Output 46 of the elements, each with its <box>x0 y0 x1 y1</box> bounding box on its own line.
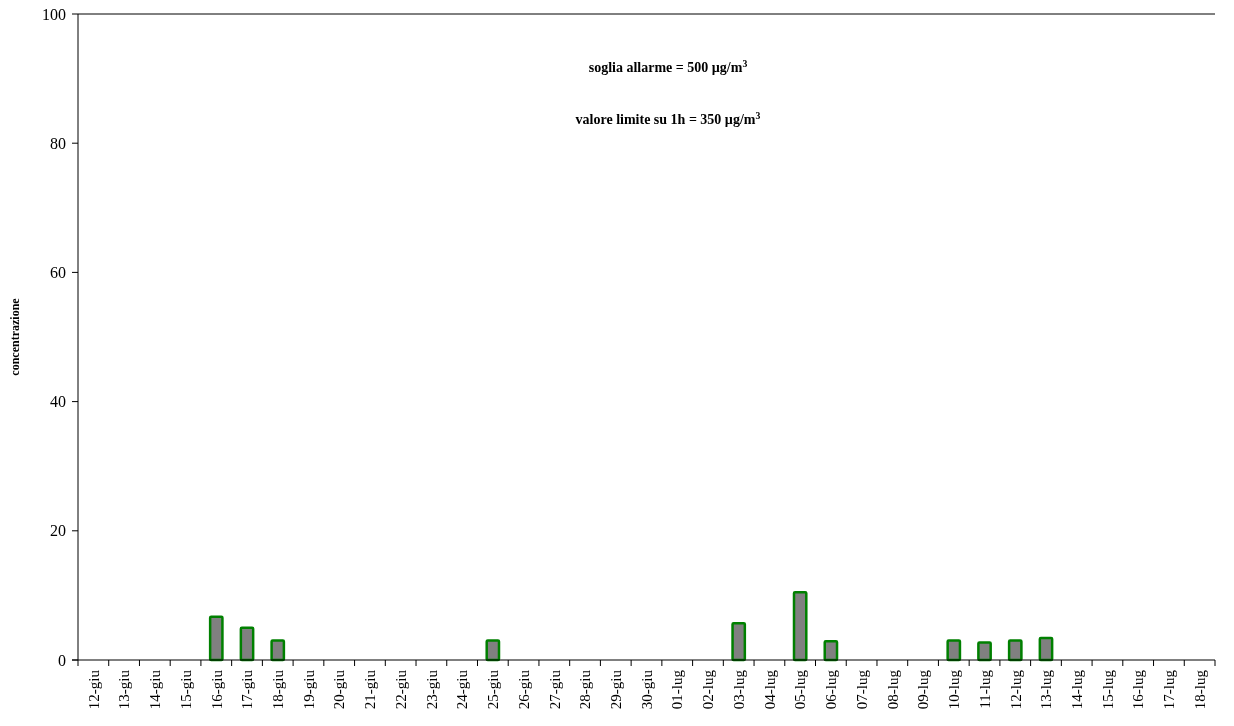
x-tick-label: 06-lug <box>823 669 840 710</box>
x-tick-label: 29-giu <box>608 669 625 710</box>
x-tick-label: 07-lug <box>853 669 870 710</box>
x-tick-label: 24-giu <box>454 669 471 710</box>
x-tick-label: 25-giu <box>485 669 502 710</box>
x-tick-label: 21-giu <box>362 669 379 710</box>
x-tick-label: 15-lug <box>1099 669 1116 710</box>
x-tick-label: 13-giu <box>116 669 133 710</box>
x-tick-label: 05-lug <box>792 669 809 710</box>
x-tick-label: 22-giu <box>392 669 409 710</box>
y-tick-label: 60 <box>50 264 66 281</box>
x-tick-label: 19-giu <box>300 669 317 710</box>
x-tick-label: 01-lug <box>669 669 686 710</box>
x-tick-label: 20-giu <box>331 669 348 710</box>
y-tick-label: 20 <box>50 522 66 540</box>
annotation: valore limite su 1h = 350 µg/m$^{3}$ <box>575 109 761 127</box>
x-tick-label: 09-lug <box>915 669 932 710</box>
y-tick-label: 40 <box>50 393 66 411</box>
x-tick-label: 16-lug <box>1130 669 1147 710</box>
y-tick-label: 100 <box>42 5 66 23</box>
x-tick-label: 08-lug <box>884 669 901 710</box>
x-tick-label: 28-giu <box>577 669 594 710</box>
x-tick-label: 15-giu <box>177 669 194 710</box>
x-tick-label: 11-lug <box>976 669 993 709</box>
x-tick-label: 23-giu <box>423 669 440 710</box>
x-tick-label: 27-giu <box>546 669 563 710</box>
x-tick-label: 18-giu <box>269 669 286 710</box>
y-tick-label: 80 <box>50 134 66 152</box>
x-tick-label: 14-lug <box>1068 669 1085 710</box>
y-tick-label: 0 <box>58 651 66 669</box>
annotation: soglia allarme = 500 µg/m$^{3}$ <box>588 57 748 75</box>
x-tick-label: 02-lug <box>700 669 717 710</box>
x-tick-label: 17-giu <box>239 669 256 710</box>
x-tick-label: 03-lug <box>730 669 747 710</box>
x-tick-label: 30-giu <box>638 669 655 710</box>
x-tick-label: 18-lug <box>1191 669 1208 710</box>
x-tick-label: 26-giu <box>515 669 532 710</box>
x-tick-label: 17-lug <box>1161 669 1178 710</box>
x-tick-label: 10-lug <box>946 669 963 710</box>
x-tick-label: 16-giu <box>208 669 225 710</box>
x-tick-label: 12-lug <box>1007 669 1024 710</box>
x-tick-label: 13-lug <box>1038 669 1055 710</box>
x-tick-label: 04-lug <box>761 669 778 710</box>
x-tick-label: 12-giu <box>85 669 102 710</box>
x-tick-label: 14-giu <box>147 669 164 710</box>
y-axis-title: concentrazione <box>8 297 22 376</box>
